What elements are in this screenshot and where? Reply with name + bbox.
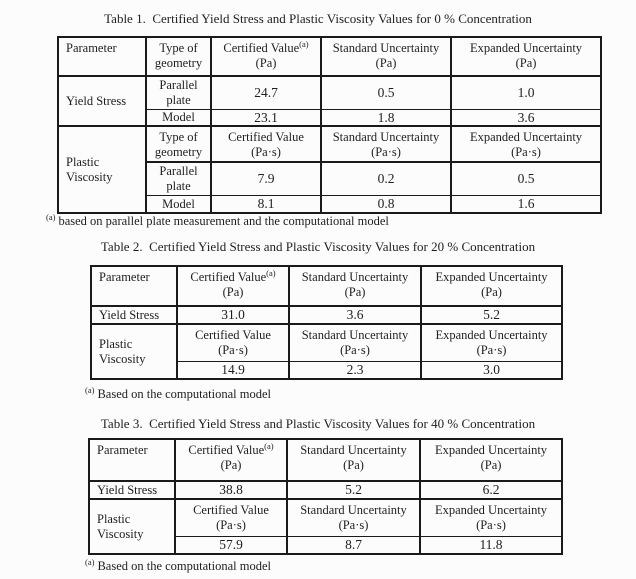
subheader-standard-uncertainty: Standard Uncertainty (Pa·s) — [286, 498, 421, 538]
subheader-certified-value: Certified Value (Pa·s) — [176, 323, 290, 363]
table3-header-row: Parameter Certified Value(a) (Pa) Standar… — [88, 438, 563, 482]
table3-title: Table 3. Certified Yield Stress and Plas… — [100, 416, 536, 431]
table-40-percent-concentration: Parameter Certified Value(a) (Pa) Standar… — [88, 438, 563, 556]
cell-geometry-parallel-plate: Parallel plate — [145, 75, 212, 110]
header-certified-value: Certified Value(a) (Pa) — [210, 36, 322, 77]
cell-parameter-plastic-viscosity: Plastic Viscosity — [57, 125, 147, 214]
table1-yield-model-row: Model 23.1 1.8 3.6 — [58, 108, 602, 128]
cell-parameter-plastic-viscosity: Plastic Viscosity — [88, 498, 176, 555]
table-0-percent-concentration: Parameter Type of geometry Certified Val… — [57, 36, 602, 214]
header-certified-value: Certified Value(a) (Pa) — [176, 265, 290, 307]
cell-certified-value: 7.9 — [210, 161, 322, 196]
footnote-text: based on parallel plate measurement and … — [58, 214, 389, 228]
cell-standard-uncertainty: 1.8 — [320, 108, 452, 128]
cell-expanded-uncertainty: 3.6 — [450, 108, 602, 128]
footnote-a-marker: (a) — [264, 440, 274, 451]
subheader-certified-value: Certified Value (Pa·s) — [210, 125, 322, 164]
footnote-a-marker: (a) — [46, 211, 56, 222]
header-parameter: Parameter — [90, 265, 178, 307]
cell-expanded-uncertainty: 0.5 — [450, 161, 602, 196]
table3-footnote: (a) Based on the computational model — [85, 556, 272, 574]
subheader-certified-value: Certified Value (Pa·s) — [174, 498, 288, 538]
cell-geometry-model: Model — [145, 108, 212, 128]
header-standard-uncertainty: Standard Uncertainty (Pa) — [320, 36, 452, 77]
header-parameter: Parameter — [57, 36, 147, 77]
header-expanded-uncertainty: Expanded Uncertainty (Pa) — [450, 36, 602, 77]
cell-standard-uncertainty: 2.3 — [288, 361, 422, 380]
cell-expanded-uncertainty: 1.6 — [450, 194, 602, 214]
header-certified-value-unit: (Pa) — [222, 284, 244, 299]
cell-standard-uncertainty: 8.7 — [286, 536, 421, 555]
header-expanded-uncertainty: Expanded Uncertainty (Pa) — [419, 438, 563, 482]
subheader-type-of-geometry: Type of geometry — [145, 125, 212, 164]
table2-footnote: (a) Based on the computational model — [85, 384, 272, 402]
cell-certified-value: 57.9 — [174, 536, 288, 555]
table2-title: Table 2. Certified Yield Stress and Plas… — [100, 239, 536, 254]
header-certified-value-unit: (Pa) — [255, 55, 277, 70]
cell-standard-uncertainty: 3.6 — [288, 305, 422, 325]
cell-parameter-plastic-viscosity: Plastic Viscosity — [90, 323, 178, 380]
subheader-standard-uncertainty: Standard Uncertainty (Pa·s) — [320, 125, 452, 164]
footnote-a-marker: (a) — [85, 384, 95, 395]
table3-plastic-values-row: 57.9 8.7 11.8 — [89, 536, 563, 555]
cell-expanded-uncertainty: 6.2 — [419, 480, 563, 500]
header-certified-value: Certified Value(a) (Pa) — [174, 438, 288, 482]
cell-standard-uncertainty: 0.2 — [320, 161, 452, 196]
header-parameter: Parameter — [88, 438, 176, 482]
cell-certified-value: 14.9 — [176, 361, 290, 380]
header-standard-uncertainty: Standard Uncertainty (Pa) — [288, 265, 422, 307]
footnote-text: Based on the computational model — [97, 559, 272, 573]
cell-parameter-yield-stress: Yield Stress — [57, 75, 147, 127]
cell-expanded-uncertainty: 3.0 — [420, 361, 563, 380]
header-certified-value-label: Certified Value — [190, 270, 267, 284]
cell-geometry-parallel-plate: Parallel plate — [145, 161, 212, 196]
table1-plastic-subheader-row: Plastic Viscosity Type of geometry Certi… — [57, 125, 602, 214]
header-standard-uncertainty: Standard Uncertainty (Pa) — [286, 438, 421, 482]
header-certified-value-unit: (Pa) — [220, 457, 242, 472]
subheader-expanded-uncertainty: Expanded Uncertainty (Pa·s) — [420, 323, 563, 363]
table-20-percent-concentration: Parameter Certified Value(a) (Pa) Standar… — [90, 265, 563, 381]
subheader-expanded-uncertainty: Expanded Uncertainty (Pa·s) — [419, 498, 563, 538]
cell-standard-uncertainty: 5.2 — [286, 480, 421, 500]
cell-certified-value: 8.1 — [210, 194, 322, 214]
cell-expanded-uncertainty: 1.0 — [450, 75, 602, 110]
table3-yield-stress-row: Yield Stress 38.8 5.2 6.2 — [88, 480, 563, 500]
footnote-a-marker: (a) — [85, 556, 95, 567]
subheader-standard-uncertainty: Standard Uncertainty (Pa·s) — [288, 323, 422, 363]
table1-title: Table 1. Certified Yield Stress and Plas… — [104, 11, 532, 26]
table2-plastic-subheader-row: Plastic Viscosity Certified Value (Pa·s)… — [90, 323, 563, 380]
footnote-a-marker: (a) — [266, 267, 276, 278]
cell-standard-uncertainty: 0.8 — [320, 194, 452, 214]
subheader-expanded-uncertainty: Expanded Uncertainty (Pa·s) — [450, 125, 602, 164]
cell-standard-uncertainty: 0.5 — [320, 75, 452, 110]
header-certified-value-label: Certified Value — [188, 443, 265, 457]
table1-footnote: (a) based on parallel plate measurement a… — [46, 211, 389, 229]
cell-certified-value: 23.1 — [210, 108, 322, 128]
table3-plastic-subheader-row: Plastic Viscosity Certified Value (Pa·s)… — [88, 498, 563, 555]
cell-certified-value: 24.7 — [210, 75, 322, 110]
header-type-of-geometry: Type of geometry — [145, 36, 212, 77]
table2-header-row: Parameter Certified Value(a) (Pa) Standar… — [90, 265, 563, 307]
cell-expanded-uncertainty: 5.2 — [420, 305, 563, 325]
table1-header-row: Parameter Type of geometry Certified Val… — [57, 36, 602, 77]
cell-parameter-yield-stress: Yield Stress — [88, 480, 176, 500]
footnote-text: Based on the computational model — [97, 387, 272, 401]
header-certified-value-label: Certified Value — [223, 41, 300, 55]
table2-yield-stress-row: Yield Stress 31.0 3.6 5.2 — [90, 305, 563, 325]
cell-certified-value: 31.0 — [176, 305, 290, 325]
table1-yield-parallel-plate-row: Yield Stress Parallel plate 24.7 0.5 1.0 — [57, 75, 602, 127]
table1-plastic-parallel-plate-row: Parallel plate 7.9 0.2 0.5 — [58, 161, 602, 196]
footnote-a-marker: (a) — [299, 38, 309, 49]
cell-geometry-model: Model — [145, 194, 212, 214]
table2-plastic-values-row: 14.9 2.3 3.0 — [91, 361, 563, 380]
cell-parameter-yield-stress: Yield Stress — [90, 305, 178, 325]
header-expanded-uncertainty: Expanded Uncertainty (Pa) — [420, 265, 563, 307]
table1-plastic-model-row: Model 8.1 0.8 1.6 — [58, 194, 602, 214]
cell-expanded-uncertainty: 11.8 — [419, 536, 563, 555]
cell-certified-value: 38.8 — [174, 480, 288, 500]
